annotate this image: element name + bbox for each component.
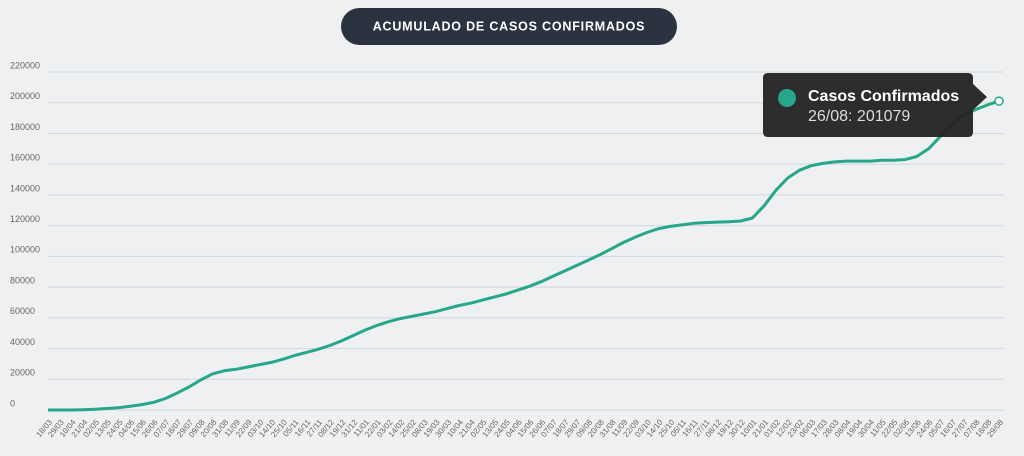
tooltip-text: 26/08: 201079 — [808, 108, 910, 125]
y-tick-label: 100000 — [10, 245, 40, 255]
tooltip-swatch — [778, 89, 796, 107]
y-tick-label: 80000 — [10, 275, 35, 285]
chart-title: ACUMULADO DE CASOS CONFIRMADOS — [373, 19, 646, 33]
line — [48, 99, 1000, 412]
y-tick-label: 200000 — [10, 91, 40, 101]
y-tick-label: 20000 — [10, 368, 35, 378]
y-tick-label: 180000 — [10, 122, 40, 132]
title-pill — [341, 8, 677, 45]
y-tick-label: 60000 — [10, 306, 35, 316]
y-tick-label: 0 — [10, 398, 15, 408]
tooltip: Casos Confirmados 26/08: 201079 — [763, 73, 987, 137]
hover-point — [994, 96, 1004, 106]
tooltip-title: Casos Confirmados — [808, 88, 959, 105]
y-tick-label: 160000 — [10, 153, 40, 163]
y-tick-label: 120000 — [10, 214, 40, 224]
tooltip-box — [763, 73, 987, 137]
y-tick-label: 140000 — [10, 183, 40, 193]
y-tick-label: 40000 — [10, 337, 35, 347]
y-tick-label: 220000 — [10, 60, 40, 70]
plot: 0 20000 40000 60000 80000 100000 120000 140000 1… — [10, 60, 1005, 439]
